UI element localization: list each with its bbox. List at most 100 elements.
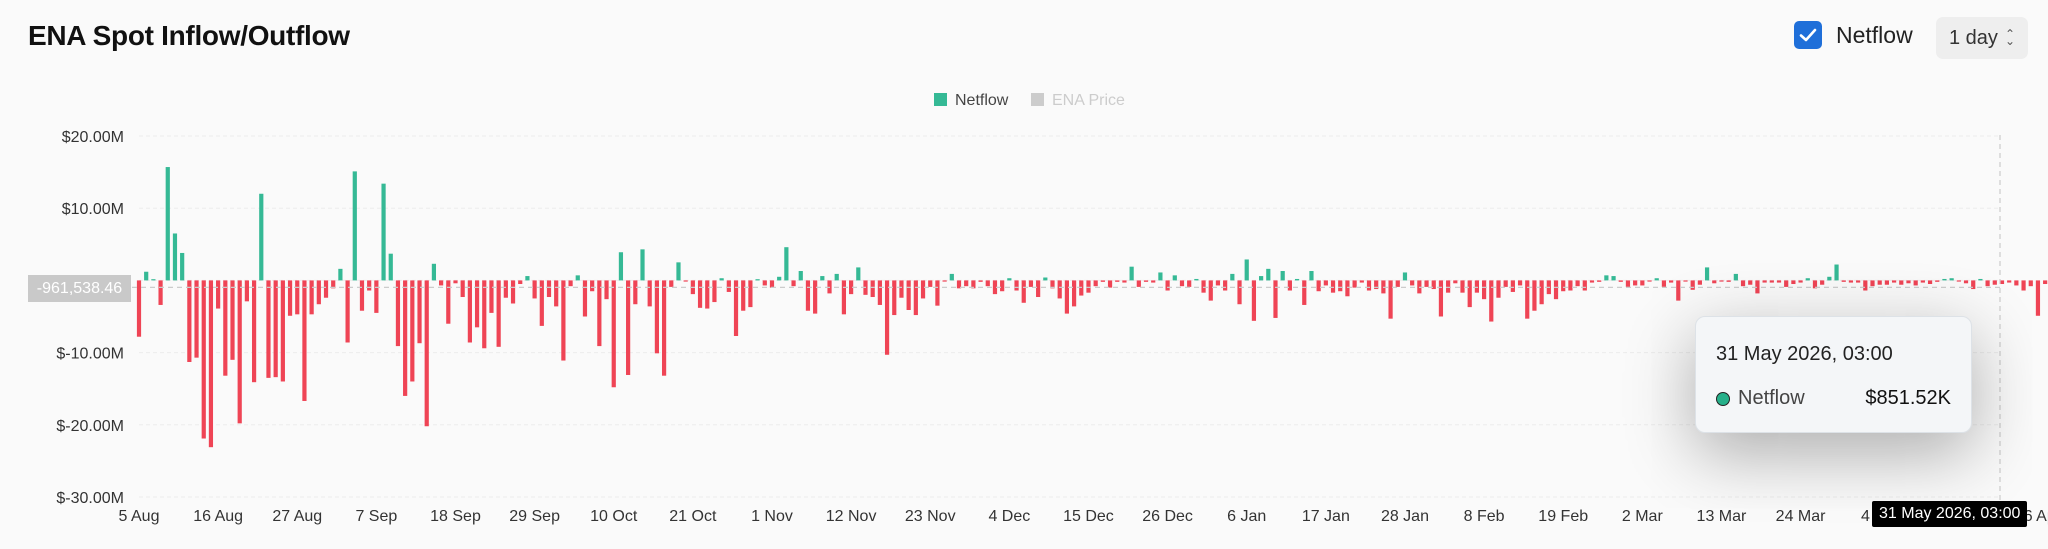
netflow-bar[interactable] [633,280,638,305]
netflow-bar[interactable] [187,280,192,362]
netflow-bar[interactable] [1841,280,1846,282]
netflow-bar[interactable] [446,280,451,324]
netflow-bar[interactable] [1510,280,1515,292]
netflow-bar[interactable] [280,280,285,382]
netflow-bar[interactable] [1539,280,1544,305]
netflow-bar[interactable] [1410,280,1415,286]
netflow-bar[interactable] [1172,275,1177,281]
netflow-bar[interactable] [834,273,839,281]
netflow-bar[interactable] [1122,280,1127,283]
netflow-bar[interactable] [431,263,437,281]
netflow-bar[interactable] [1776,280,1782,283]
netflow-bar[interactable] [216,280,221,309]
netflow-bar[interactable] [172,233,178,281]
netflow-bar[interactable] [1726,280,1731,282]
netflow-bar[interactable] [1927,280,1933,285]
netflow-bar[interactable] [1784,280,1789,287]
netflow-bar[interactable] [1762,280,1767,283]
netflow-bar[interactable] [1755,280,1760,294]
netflow-bar[interactable] [1553,280,1559,300]
netflow-bar[interactable] [1647,280,1652,282]
netflow-bar[interactable] [424,280,429,427]
netflow-bar[interactable] [1237,280,1242,305]
netflow-bar[interactable] [805,280,811,311]
netflow-bar[interactable] [575,275,580,281]
netflow-bar[interactable] [1899,280,1904,285]
netflow-bar[interactable] [1597,280,1602,282]
netflow-bar[interactable] [1740,280,1746,287]
netflow-bar[interactable] [273,280,278,378]
netflow-bar[interactable] [935,280,940,306]
netflow-bar[interactable] [1345,280,1350,297]
netflow-bar[interactable] [1251,280,1257,321]
netflow-bar[interactable] [1769,280,1774,283]
netflow-bar[interactable] [1496,280,1501,298]
netflow-bar[interactable] [1453,280,1458,284]
netflow-bar[interactable] [1215,280,1221,286]
netflow-bar[interactable] [1474,280,1479,293]
netflow-bar[interactable] [223,280,228,376]
netflow-bar[interactable] [374,280,379,313]
netflow-bar[interactable] [913,280,918,316]
netflow-bar[interactable] [302,280,307,401]
netflow-toggle[interactable]: Netflow [1794,21,1913,49]
netflow-bar[interactable] [1654,278,1659,281]
netflow-bar[interactable] [892,280,897,316]
netflow-bar[interactable] [1913,280,1918,286]
netflow-bar[interactable] [381,183,386,281]
netflow-bar[interactable] [1395,280,1400,287]
netflow-bar[interactable] [1467,280,1472,308]
netflow-bar[interactable] [1503,280,1508,287]
netflow-bar[interactable] [626,280,631,375]
netflow-bar[interactable] [158,280,163,305]
netflow-bar[interactable] [1366,280,1372,291]
netflow-bar[interactable] [1352,280,1357,288]
netflow-bar[interactable] [1079,280,1084,296]
netflow-bar[interactable] [956,280,962,289]
netflow-bar[interactable] [474,280,480,328]
netflow-bar[interactable] [726,280,731,292]
netflow-bar[interactable] [1719,280,1724,282]
netflow-bar[interactable] [1834,264,1839,281]
netflow-bar[interactable] [1187,280,1192,287]
netflow-bar[interactable] [165,167,170,281]
netflow-bar[interactable] [856,267,861,281]
netflow-bar[interactable] [971,280,976,289]
netflow-bar[interactable] [2035,280,2041,316]
netflow-bar[interactable] [539,280,544,326]
netflow-bar[interactable] [403,280,408,396]
netflow-bar[interactable] [2021,280,2026,291]
netflow-bar[interactable] [309,280,314,315]
netflow-bar[interactable] [1043,277,1048,281]
netflow-bar[interactable] [906,280,911,310]
netflow-bar[interactable] [1136,280,1141,287]
netflow-bar[interactable] [1935,280,1940,282]
netflow-bar[interactable] [1028,280,1034,287]
netflow-bar[interactable] [561,280,566,361]
netflow-bar[interactable] [1805,278,1810,281]
netflow-bar[interactable] [1661,280,1667,287]
netflow-bar[interactable] [180,252,185,281]
netflow-bar[interactable] [525,276,530,281]
netflow-bar[interactable] [2043,280,2048,285]
netflow-bar[interactable] [1704,267,1710,281]
netflow-bar[interactable] [1949,278,1954,281]
netflow-bar[interactable] [1057,280,1062,299]
netflow-bar[interactable] [1848,280,1854,283]
netflow-bar[interactable] [1294,278,1300,281]
netflow-bar[interactable] [1115,280,1120,282]
netflow-bar[interactable] [1604,275,1609,281]
netflow-bar[interactable] [331,280,336,289]
netflow-bar[interactable] [1589,280,1595,283]
netflow-bar[interactable] [1798,280,1803,283]
netflow-bar[interactable] [604,280,609,300]
netflow-bar[interactable] [1712,280,1717,284]
netflow-bar[interactable] [1129,266,1134,281]
netflow-bar[interactable] [323,280,329,298]
netflow-bar[interactable] [1388,280,1393,319]
netflow-bar[interactable] [712,280,717,303]
netflow-bar[interactable] [395,280,401,347]
netflow-bar[interactable] [1963,280,1969,284]
netflow-bar[interactable] [949,273,954,281]
netflow-bar[interactable] [1179,280,1185,287]
